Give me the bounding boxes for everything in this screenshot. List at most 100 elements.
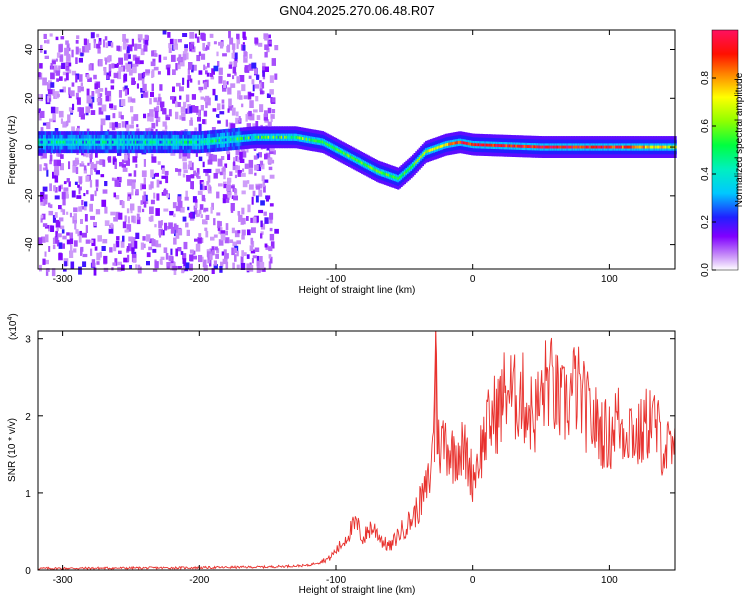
noise-cell — [252, 216, 257, 224]
noise-cell — [91, 96, 95, 103]
ridge-core-cell — [343, 151, 346, 155]
noise-cell — [59, 163, 64, 171]
noise-cell — [269, 149, 274, 155]
noise-cell — [128, 243, 132, 252]
noise-cell — [204, 227, 208, 231]
noise-cell — [71, 126, 75, 134]
noise-cell — [246, 216, 249, 221]
noise-cell — [228, 64, 233, 69]
noise-cell — [226, 181, 231, 187]
noise-cell — [211, 249, 215, 256]
noise-cell — [126, 224, 132, 232]
noise-cell — [249, 53, 253, 59]
noise-cell — [254, 84, 259, 89]
noise-cell — [199, 184, 203, 190]
noise-cell — [54, 165, 59, 171]
noise-cell — [269, 203, 274, 207]
noise-cell — [130, 98, 136, 102]
noise-cell — [146, 234, 151, 242]
noise-cell — [203, 47, 208, 51]
noise-cell — [249, 93, 255, 97]
noise-cell — [255, 195, 259, 203]
noise-cell — [248, 63, 254, 71]
noise-cell — [234, 72, 237, 76]
noise-cell — [173, 43, 178, 50]
noise-cell — [45, 268, 49, 276]
noise-cell — [140, 93, 144, 98]
chart-title: GN04.2025.270.06.48.R07 — [279, 3, 434, 18]
ridge-core-cell — [90, 140, 93, 144]
noise-cell — [109, 122, 114, 129]
noise-cell — [201, 194, 206, 202]
ridge-core-cell — [111, 140, 114, 144]
noise-cell — [44, 194, 48, 200]
noise-cell — [242, 168, 245, 172]
noise-cell — [161, 175, 166, 179]
noise-cell — [162, 121, 167, 127]
ridge-core-cell — [371, 166, 374, 170]
ridge-core-cell — [239, 137, 242, 140]
ridge-core-cell — [203, 140, 206, 144]
ridge-core-cell — [138, 140, 141, 144]
noise-cell — [125, 121, 129, 128]
noise-cell — [66, 178, 70, 183]
noise-cell — [77, 184, 80, 188]
ridge-core-cell — [577, 145, 580, 149]
noise-cell — [193, 64, 197, 71]
noise-cell — [215, 253, 219, 259]
noise-cell — [108, 64, 112, 73]
ridge-core-cell — [408, 167, 411, 171]
noise-cell — [106, 90, 112, 97]
noise-cell — [142, 195, 146, 202]
ridge-core-cell — [261, 135, 264, 139]
noise-cell — [202, 161, 205, 168]
noise-cell — [59, 89, 64, 93]
noise-cell — [248, 168, 253, 175]
ridge-core-cell — [625, 145, 628, 149]
ridge-core-cell — [513, 144, 516, 148]
noise-cell — [207, 251, 212, 258]
colorbar-tick-label: 0.0 — [700, 263, 711, 277]
noise-cell — [124, 85, 128, 91]
ridge-core-cell — [110, 140, 113, 144]
noise-cell — [165, 253, 169, 260]
ridge-core-cell — [272, 135, 275, 139]
noise-cell — [40, 127, 44, 132]
noise-cell — [176, 57, 182, 62]
ridge-core-cell — [333, 146, 336, 150]
noise-cell — [59, 217, 64, 222]
noise-cell — [185, 108, 190, 114]
noise-cell — [104, 181, 108, 187]
ridge-core-cell — [636, 145, 639, 149]
noise-cell — [251, 62, 257, 69]
ridge-core-cell — [225, 138, 228, 142]
ridge-core-cell — [628, 145, 631, 149]
ridge-core-cell — [446, 143, 449, 146]
ridge-core-cell — [338, 149, 341, 153]
noise-cell — [135, 151, 138, 158]
noise-cell — [198, 123, 202, 132]
noise-cell — [175, 63, 178, 71]
ridge-core-cell — [351, 156, 354, 160]
ridge-core-cell — [667, 145, 671, 149]
noise-cell — [222, 53, 227, 57]
y-tick-label: 2 — [25, 412, 31, 423]
y-tick-label: 0 — [24, 144, 35, 150]
noise-cell — [182, 77, 185, 85]
noise-cell — [131, 38, 134, 47]
noise-cell — [263, 185, 266, 193]
ridge-core-cell — [146, 140, 149, 144]
noise-cell — [141, 78, 145, 85]
noise-cell — [38, 150, 43, 156]
noise-cell — [213, 65, 219, 72]
noise-cell — [91, 259, 96, 267]
ridge-core-cell — [497, 144, 500, 147]
noise-cell — [150, 199, 155, 205]
noise-cell — [259, 256, 263, 264]
ridge-core-cell — [284, 135, 287, 139]
ridge-core-cell — [395, 176, 398, 180]
noise-cell — [60, 118, 63, 124]
noise-cell — [124, 89, 128, 96]
noise-cell — [203, 81, 208, 90]
ridge-core-cell — [469, 142, 472, 146]
